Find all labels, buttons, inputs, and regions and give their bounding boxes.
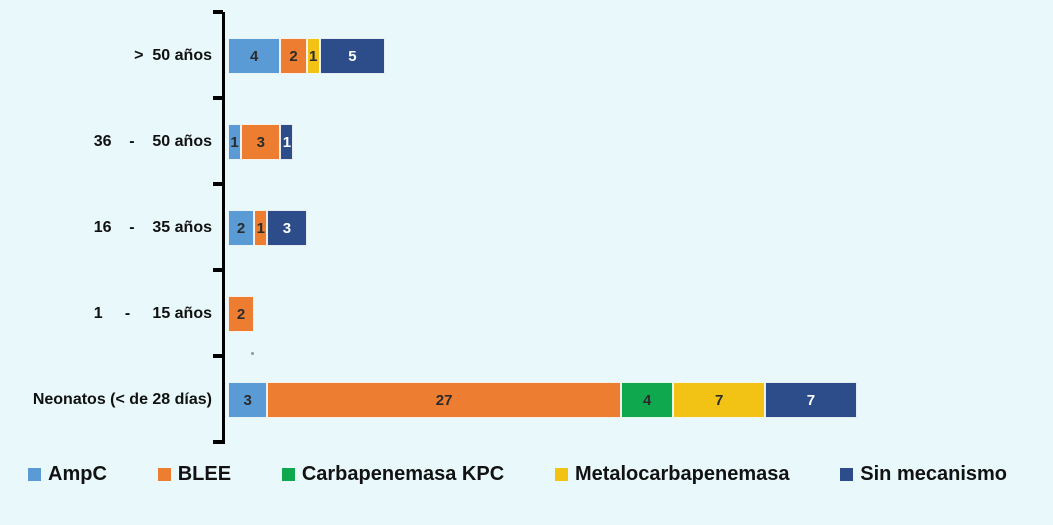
segment-value-label: 3 bbox=[256, 133, 265, 151]
bar-segment-carbapenemasa-kpc: 4 bbox=[620, 382, 674, 418]
bar-segment-metalocarbapenemasa: 7 bbox=[673, 382, 766, 418]
plot-area: > 50 años 4 2 1 5 36 - 50 años 1 3 1 16 - 35 años… bbox=[0, 10, 1053, 444]
bar-segment-sin-mecanismo: 5 bbox=[319, 38, 386, 74]
legend-swatch bbox=[554, 467, 568, 481]
legend-label: BLEE bbox=[177, 462, 232, 485]
legend-swatch bbox=[840, 467, 854, 481]
bar-segment-sin-mecanismo: 7 bbox=[765, 382, 857, 418]
segment-value-label: 4 bbox=[250, 47, 259, 65]
bar-segment-ampc: 3 bbox=[228, 382, 268, 418]
category-label: 16 - 35 años bbox=[93, 219, 212, 236]
segment-value-label: 2 bbox=[236, 219, 246, 237]
category-label: > 50 años bbox=[134, 47, 212, 64]
segment-value-label: 7 bbox=[806, 391, 816, 409]
stacked-bar: 2 bbox=[228, 296, 255, 332]
bar-segment-ampc: 2 bbox=[228, 210, 255, 246]
segment-value-label: 2 bbox=[236, 305, 246, 323]
segment-value-label: 1 bbox=[282, 133, 292, 151]
bar-segment-ampc: 1 bbox=[228, 124, 242, 160]
legend-swatch bbox=[157, 467, 171, 481]
bar-segment-sin-mecanismo: 3 bbox=[267, 210, 307, 246]
y-axis-tick bbox=[213, 182, 223, 186]
bar-row: 36 - 50 años 1 3 1 bbox=[0, 124, 1053, 160]
legend-item-ampc: AmpC bbox=[28, 463, 107, 486]
stacked-bar: 3 27 4 7 7 bbox=[228, 382, 857, 418]
segment-value-label: 2 bbox=[289, 47, 298, 65]
bar-segment-sin-mecanismo: 1 bbox=[280, 124, 294, 160]
legend-item-carbapenemasa-kpc: Carbapenemasa KPC bbox=[281, 462, 505, 486]
legend-label: Carbapenemasa KPC bbox=[301, 462, 505, 485]
bar-segment-metalocarbapenemasa: 1 bbox=[306, 38, 320, 74]
segment-value-label: 5 bbox=[348, 47, 357, 65]
legend-swatch bbox=[281, 467, 295, 481]
category-label: 1 - 15 años bbox=[93, 305, 212, 322]
y-axis-line bbox=[222, 12, 225, 444]
bar-row: 1 - 15 años 2 bbox=[0, 296, 1053, 332]
segment-value-label: 1 bbox=[256, 219, 265, 237]
bar-segment-blee: 27 bbox=[267, 382, 621, 418]
legend-item-metalocarbapenemasa: Metalocarbapenemasa bbox=[554, 462, 790, 486]
category-label: Neonatos (< de 28 días) bbox=[32, 391, 212, 408]
segment-value-label: 4 bbox=[643, 391, 652, 409]
segment-value-label: 3 bbox=[243, 391, 252, 409]
legend: AmpC BLEE Carbapenemasa KPC Metalocarbapene… bbox=[28, 458, 1007, 490]
y-axis-tick bbox=[213, 268, 223, 272]
bar-segment-blee: 2 bbox=[228, 296, 255, 332]
legend-label: Metalocarbapenemasa bbox=[574, 462, 790, 485]
bar-row: Neonatos (< de 28 días) 3 27 4 7 7 bbox=[0, 382, 1053, 418]
bar-segment-ampc: 4 bbox=[228, 38, 281, 74]
bar-segment-blee: 3 bbox=[241, 124, 281, 160]
segment-value-label: 3 bbox=[282, 219, 292, 237]
legend-label: AmpC bbox=[48, 462, 107, 485]
y-axis-tick bbox=[213, 10, 223, 14]
segment-value-label: 1 bbox=[230, 133, 239, 151]
y-axis-tick bbox=[213, 96, 223, 100]
stray-dot-mark bbox=[251, 352, 254, 355]
bar-segment-blee: 2 bbox=[280, 38, 307, 74]
y-axis-tick bbox=[213, 354, 223, 358]
bar-row: > 50 años 4 2 1 5 bbox=[0, 38, 1053, 74]
bar-row: 16 - 35 años 2 1 3 bbox=[0, 210, 1053, 246]
segment-value-label: 27 bbox=[435, 391, 453, 409]
category-label: 36 - 50 años bbox=[93, 133, 212, 150]
legend-swatch bbox=[28, 467, 41, 481]
legend-item-blee: BLEE bbox=[157, 462, 232, 486]
segment-value-label: 1 bbox=[308, 47, 318, 65]
legend-item-sin-mecanismo: Sin mecanismo bbox=[840, 463, 1007, 486]
legend-label: Sin mecanismo bbox=[860, 462, 1007, 485]
y-axis-tick bbox=[213, 440, 223, 444]
segment-value-label: 7 bbox=[715, 391, 724, 409]
bar-segment-blee: 1 bbox=[254, 210, 268, 246]
